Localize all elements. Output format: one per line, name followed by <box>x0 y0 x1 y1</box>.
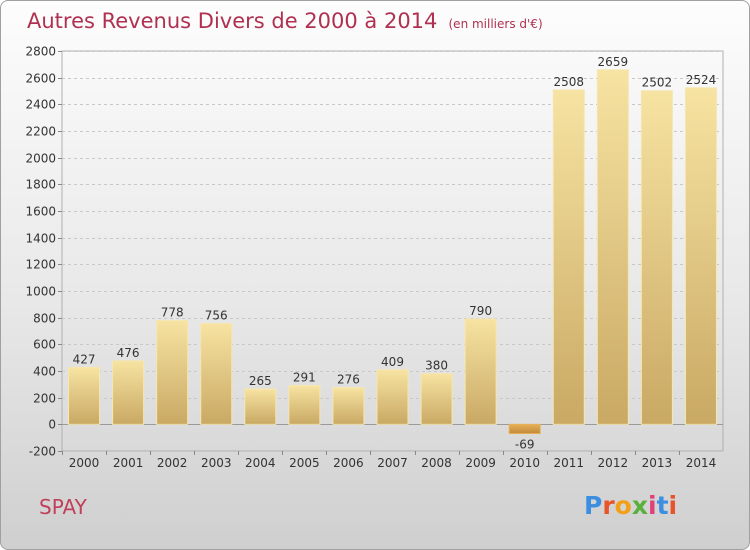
value-label-2009: 790 <box>469 304 492 318</box>
x-tick-label-2013: 2013 <box>642 456 673 470</box>
y-tick-label: 200 <box>33 392 56 406</box>
value-label-2013: 2502 <box>642 76 673 90</box>
y-tick-label: 0 <box>48 418 56 432</box>
x-tick-label-2007: 2007 <box>377 456 408 470</box>
x-tick-label-2005: 2005 <box>289 456 320 470</box>
value-label-2001: 476 <box>117 346 140 360</box>
y-tick-label: 2800 <box>25 45 56 59</box>
chart-subtitle: (en milliers d'€) <box>448 17 543 31</box>
y-tick-label: 2200 <box>25 125 56 139</box>
bar-2000[interactable] <box>68 366 101 425</box>
bar-layer <box>68 69 717 435</box>
bar-2007[interactable] <box>376 369 409 425</box>
logo-letter: o <box>614 491 632 520</box>
y-tick-label: 1800 <box>25 178 56 192</box>
bar-2006[interactable] <box>332 387 365 425</box>
y-tick-label: 600 <box>33 338 56 352</box>
logo-letter: i <box>668 491 678 520</box>
value-label-2000: 427 <box>73 352 96 366</box>
y-tick-label: 1400 <box>25 232 56 246</box>
bar-2002[interactable] <box>156 320 189 425</box>
value-label-2011: 2508 <box>553 75 584 89</box>
bar-2008[interactable] <box>420 373 453 425</box>
x-tick-label-2012: 2012 <box>598 456 629 470</box>
logo-letter: t <box>656 491 669 520</box>
x-tick-label-2001: 2001 <box>113 456 144 470</box>
value-label-2010: -69 <box>515 438 535 452</box>
y-tick-label: 800 <box>33 312 56 326</box>
x-tick-label-2006: 2006 <box>333 456 364 470</box>
bar-2003[interactable] <box>200 323 233 425</box>
bar-2004[interactable] <box>244 388 277 425</box>
x-tick-label-2004: 2004 <box>245 456 276 470</box>
place-name: SPAY <box>39 495 87 519</box>
logo-letter: P <box>584 491 603 520</box>
x-tick-label-2003: 2003 <box>201 456 232 470</box>
bar-2013[interactable] <box>640 90 673 425</box>
bar-2005[interactable] <box>288 385 321 425</box>
value-label-2014: 2524 <box>686 73 717 87</box>
x-tick-label-2008: 2008 <box>421 456 452 470</box>
y-tick-label: 1200 <box>25 258 56 272</box>
value-label-2008: 380 <box>425 359 448 373</box>
x-tick-label-2010: 2010 <box>509 456 540 470</box>
bar-2012[interactable] <box>596 69 629 425</box>
y-tick-label: 1600 <box>25 205 56 219</box>
logo-letter: i <box>648 491 657 520</box>
bar-2011[interactable] <box>552 89 585 425</box>
y-tick-label: 400 <box>33 365 56 379</box>
y-tick-label: 2000 <box>25 152 56 166</box>
logo-letter: x <box>631 491 648 520</box>
y-tick-label: 2600 <box>25 72 56 86</box>
value-label-2004: 265 <box>249 374 272 388</box>
x-tick-label-2011: 2011 <box>553 456 584 470</box>
x-tick-label-2000: 2000 <box>69 456 100 470</box>
y-tick-label: -200 <box>29 445 56 459</box>
x-tick-label-2009: 2009 <box>465 456 496 470</box>
y-tick-label: 2400 <box>25 98 56 112</box>
logo-letter: r <box>602 491 615 520</box>
bar-2014[interactable] <box>684 87 717 425</box>
x-tick-label-2014: 2014 <box>686 456 717 470</box>
value-label-2003: 756 <box>205 309 228 323</box>
bar-2001[interactable] <box>112 360 145 425</box>
chart-title: Autres Revenus Divers de 2000 à 2014 <box>27 9 438 33</box>
title-row: Autres Revenus Divers de 2000 à 2014 (en… <box>27 9 543 33</box>
bar-2009[interactable] <box>464 318 497 425</box>
value-label-2006: 276 <box>337 373 360 387</box>
value-label-2005: 291 <box>293 371 316 385</box>
value-label-2002: 778 <box>161 306 184 320</box>
label-layer: -200 0 200 400 600 800 1000 1200 1400 1600 1800 200… <box>25 45 716 471</box>
value-label-2007: 409 <box>381 355 404 369</box>
x-tick-label-2002: 2002 <box>157 456 188 470</box>
bar-2010[interactable] <box>508 423 541 435</box>
value-label-2012: 2659 <box>598 55 629 69</box>
y-tick-label: 1000 <box>25 285 56 299</box>
proxiti-logo[interactable]: Proxiti <box>584 491 677 520</box>
